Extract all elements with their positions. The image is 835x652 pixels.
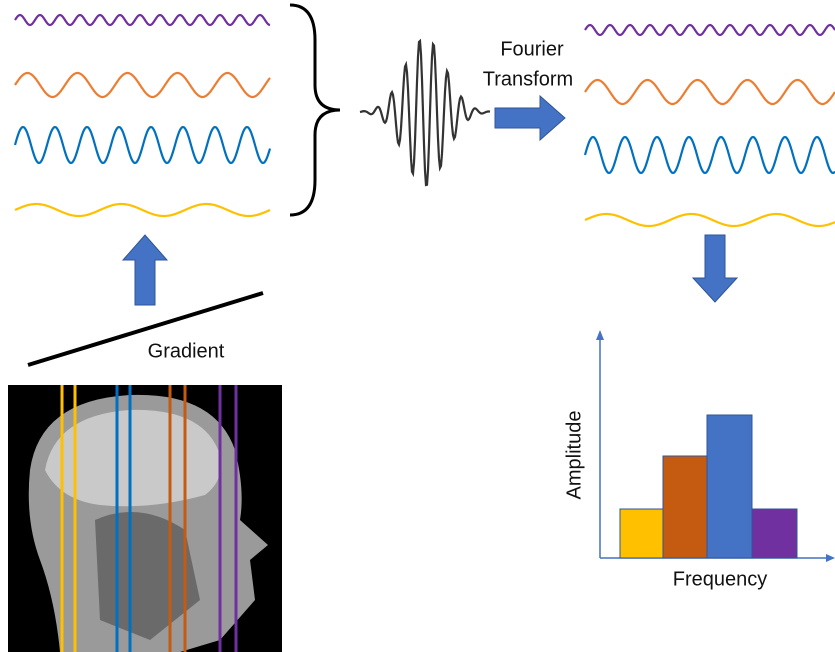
diagram: Fourier Transform Gradient Amplitude Fre… (0, 0, 835, 652)
wave (585, 137, 835, 173)
wave (360, 41, 490, 185)
y-axis-label: Amplitude (563, 411, 585, 500)
up-arrow (123, 235, 167, 305)
bar (752, 509, 797, 558)
wave (15, 15, 270, 25)
wave (15, 204, 270, 216)
brace (290, 5, 340, 215)
bar (663, 456, 707, 558)
bar (620, 509, 663, 558)
arrow-label: Fourier (500, 38, 564, 60)
down-arrow (693, 235, 737, 302)
bar (707, 415, 752, 558)
arrow-label: Transform (483, 68, 573, 90)
right-arrow (495, 96, 565, 140)
gradient-label: Gradient (148, 340, 225, 362)
waves (15, 15, 835, 226)
x-axis-label: Frequency (673, 568, 768, 590)
axis-arrowhead (596, 330, 604, 340)
axis-arrowhead (826, 554, 835, 562)
wave (585, 80, 835, 104)
wave (585, 214, 835, 226)
mri-image (8, 385, 282, 652)
wave (15, 127, 270, 163)
wave (585, 25, 835, 35)
wave (15, 73, 270, 97)
